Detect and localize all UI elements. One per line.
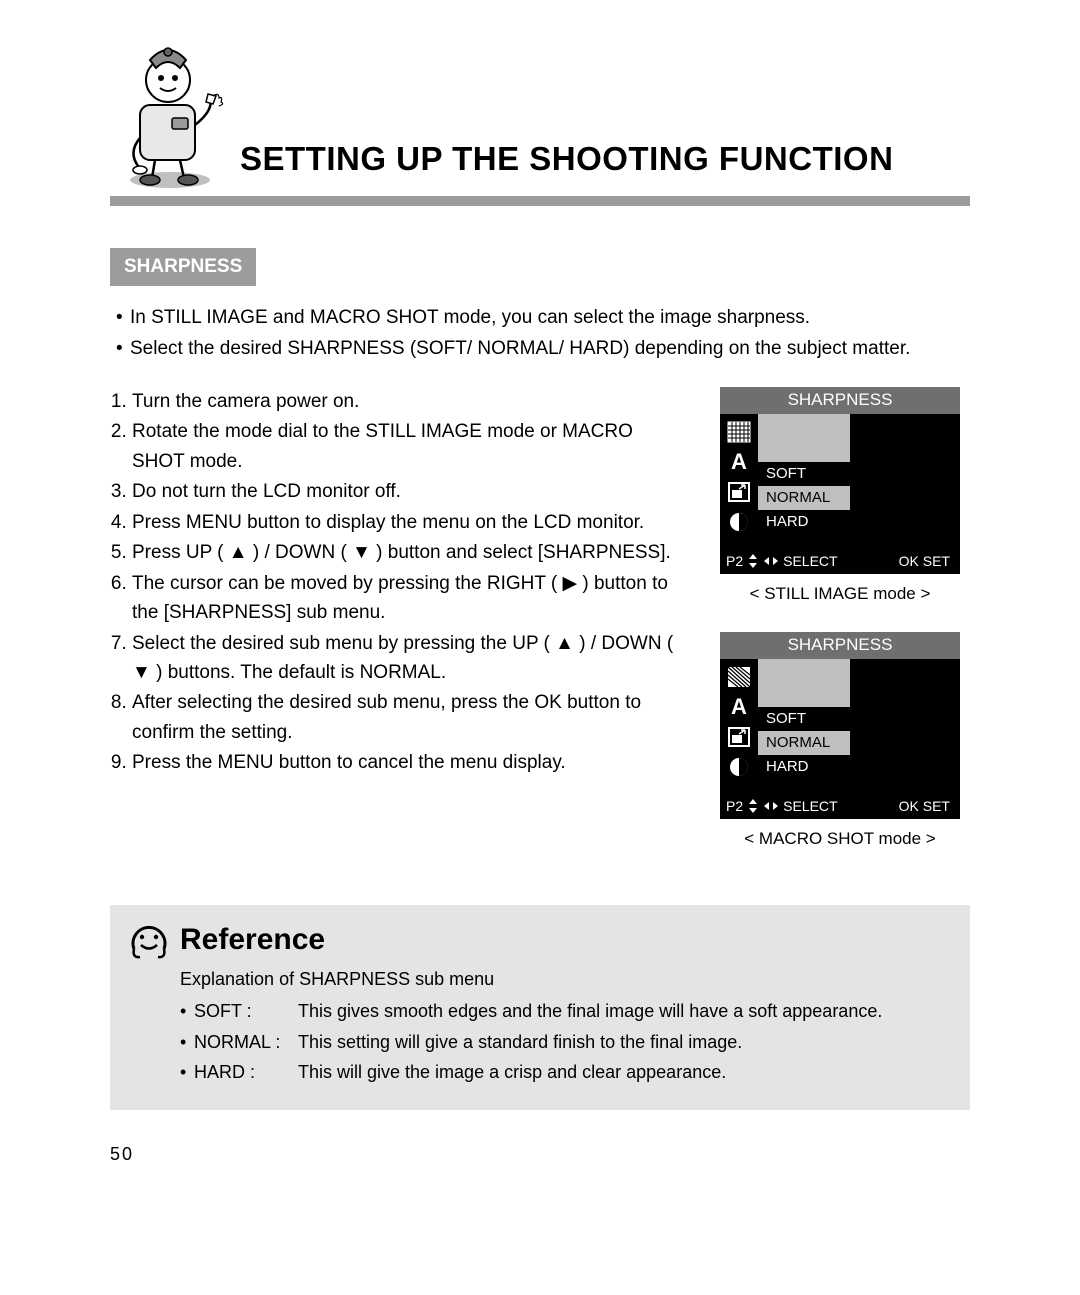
footer-page: P2 [726, 798, 743, 814]
screen-caption: < STILL IMAGE mode > [710, 584, 970, 604]
footer-ok: OK SET [842, 798, 954, 814]
up-down-arrow-icon [747, 553, 759, 569]
footer-page: P2 [726, 553, 743, 569]
step-item: After selecting the desired sub menu, pr… [132, 688, 680, 747]
header-rule [110, 196, 970, 206]
option-spacer [758, 414, 850, 462]
screen-title: SHARPNESS [720, 632, 960, 659]
lcd-screen: SHARPNESS A [720, 632, 960, 819]
screen-icon-column: A [720, 659, 758, 795]
reference-term: HARD : [194, 1057, 298, 1088]
contrast-icon [726, 755, 752, 779]
screen-options: SOFT NORMAL HARD [758, 659, 850, 795]
screen-title: SHARPNESS [720, 387, 960, 414]
hatch-icon [726, 665, 752, 689]
reference-item: SOFT : This gives smooth edges and the f… [180, 996, 952, 1027]
option-spacer [758, 659, 850, 707]
footer-ok: OK SET [842, 553, 954, 569]
reference-desc: This setting will give a standard finish… [298, 1027, 742, 1058]
reference-box: Reference Explanation of SHARPNESS sub m… [110, 905, 970, 1110]
option-item-selected: NORMAL [758, 486, 850, 510]
page-header: SETTING UP THE SHOOTING FUNCTION [110, 30, 970, 190]
page-title: SETTING UP THE SHOOTING FUNCTION [240, 140, 893, 178]
step-item: Press the MENU button to cancel the menu… [132, 748, 680, 777]
reference-icon [128, 919, 170, 961]
intro-item: In STILL IMAGE and MACRO SHOT mode, you … [116, 304, 970, 333]
resize-icon [726, 480, 752, 504]
reference-desc: This gives smooth edges and the final im… [298, 996, 882, 1027]
left-right-arrow-icon [763, 800, 779, 812]
step-item: Do not turn the LCD monitor off. [132, 477, 680, 506]
step-item: Rotate the mode dial to the STILL IMAGE … [132, 417, 680, 476]
reference-subtitle: Explanation of SHARPNESS sub menu [180, 969, 952, 990]
reference-title: Reference [180, 923, 325, 957]
page-number: 50 [110, 1144, 970, 1165]
intro-list: In STILL IMAGE and MACRO SHOT mode, you … [116, 304, 970, 363]
reference-term: NORMAL : [194, 1027, 298, 1058]
resize-icon [726, 725, 752, 749]
option-item: SOFT [758, 462, 850, 486]
screen-blank [850, 414, 960, 550]
left-right-arrow-icon [763, 555, 779, 567]
option-item-selected: NORMAL [758, 731, 850, 755]
footer-select: SELECT [783, 798, 837, 814]
screen-footer: P2 SELECT OK SET [720, 795, 960, 819]
screen-options: SOFT NORMAL HARD [758, 414, 850, 550]
screens-column: SHARPNESS A [710, 387, 970, 877]
option-item: SOFT [758, 707, 850, 731]
step-item: Select the desired sub menu by pressing … [132, 629, 680, 688]
option-item: HARD [758, 755, 850, 779]
letter-a-icon: A [726, 695, 752, 719]
reference-term: SOFT : [194, 996, 298, 1027]
intro-item: Select the desired SHARPNESS (SOFT/ NORM… [116, 335, 970, 364]
reference-list: SOFT : This gives smooth edges and the f… [180, 996, 952, 1088]
reference-item: NORMAL : This setting will give a standa… [180, 1027, 952, 1058]
step-item: Press UP ( ▲ ) / DOWN ( ▼ ) button and s… [132, 538, 680, 567]
step-item: The cursor can be moved by pressing the … [132, 569, 680, 628]
option-item: HARD [758, 510, 850, 534]
lcd-screen: SHARPNESS A [720, 387, 960, 574]
up-down-arrow-icon [747, 798, 759, 814]
hatch-icon [726, 420, 752, 444]
screen-icon-column: A [720, 414, 758, 550]
mascot-illustration [110, 30, 230, 190]
step-item: Press MENU button to display the menu on… [132, 508, 680, 537]
contrast-icon [726, 510, 752, 534]
letter-a-icon: A [726, 450, 752, 474]
footer-select: SELECT [783, 553, 837, 569]
screen-blank [850, 659, 960, 795]
reference-item: HARD : This will give the image a crisp … [180, 1057, 952, 1088]
step-item: Turn the camera power on. [132, 387, 680, 416]
steps-list: Turn the camera power on. Rotate the mod… [110, 387, 680, 877]
section-tag: SHARPNESS [110, 248, 256, 286]
reference-desc: This will give the image a crisp and cle… [298, 1057, 726, 1088]
screen-caption: < MACRO SHOT mode > [710, 829, 970, 849]
screen-footer: P2 SELECT OK SET [720, 550, 960, 574]
